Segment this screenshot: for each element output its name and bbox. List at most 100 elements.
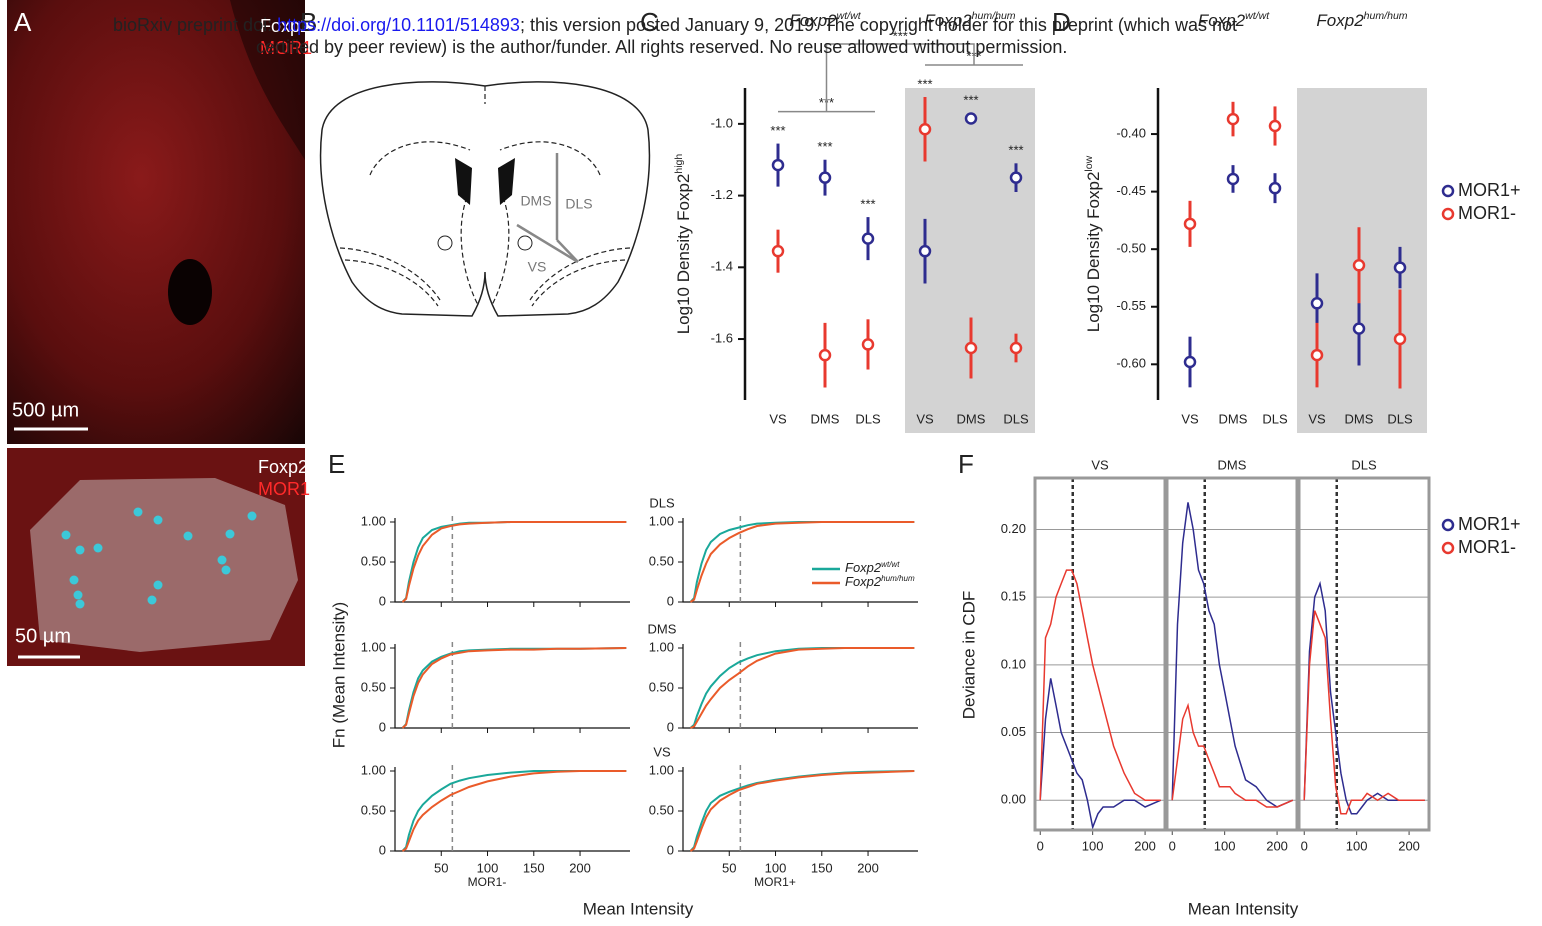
legend-label: Foxp2wt/wt xyxy=(845,560,900,576)
group-title-sup: hum/hum xyxy=(1364,10,1408,22)
deviance-line xyxy=(1039,569,1161,801)
legend-marker xyxy=(1441,518,1455,532)
cdf-line xyxy=(401,647,627,729)
micrograph-top xyxy=(7,0,305,444)
panel-label: E xyxy=(328,449,345,479)
y-tick-label: 0.50 xyxy=(361,553,386,568)
preprint-header: bioRxiv preprint doi: https://doi.org/10… xyxy=(113,15,1237,57)
y-tick-label: -1.2 xyxy=(711,187,733,202)
significance: *** xyxy=(1008,143,1023,158)
significance: *** xyxy=(917,76,932,91)
x-tick-label: 200 xyxy=(569,860,591,875)
x-tick-label: DLS xyxy=(1387,411,1413,426)
y-tick-label: -1.0 xyxy=(711,115,733,130)
y-tick-label: 0 xyxy=(379,593,386,608)
group-title-base: Foxp2 xyxy=(789,11,837,30)
y-tick-label: 0 xyxy=(379,719,386,734)
x-tick-label: DLS xyxy=(855,411,881,426)
facet-title: DMS xyxy=(1218,457,1247,472)
ventricle xyxy=(455,158,515,205)
facet-frame xyxy=(1165,476,1299,832)
significance: *** xyxy=(860,197,875,212)
data-point xyxy=(1268,119,1282,133)
y-axis-label: Deviance in CDF xyxy=(959,591,978,720)
x-tick-label: 50 xyxy=(722,860,736,875)
y-tick-label: 0.50 xyxy=(361,679,386,694)
group-title-base: Foxp2 xyxy=(1316,11,1364,30)
x-tick-label: 200 xyxy=(1266,838,1288,853)
group-title-sup: wt/wt xyxy=(1245,10,1270,22)
region-label: DMS xyxy=(520,193,551,209)
scale-label: 50 µm xyxy=(15,625,71,647)
panel-label: F xyxy=(958,449,974,479)
x-tick-label: 200 xyxy=(1398,838,1420,853)
y-tick-label: 0.50 xyxy=(649,802,674,817)
cdf-line xyxy=(401,770,627,852)
group-title: Foxp2hum/hum xyxy=(1316,10,1407,31)
x-tick-label: DMS xyxy=(1219,411,1248,426)
data-point xyxy=(964,112,978,125)
x-tick-label: 100 xyxy=(1346,838,1368,853)
facet-title: DLS xyxy=(1351,457,1377,472)
y-tick-label: 0.00 xyxy=(1001,792,1026,807)
axes xyxy=(394,644,630,729)
facet-frame xyxy=(1297,476,1431,832)
facet-title: VS xyxy=(1091,457,1109,472)
axes xyxy=(682,644,918,729)
x-tick-label: VS xyxy=(1308,411,1326,426)
y-tick-label: 1.00 xyxy=(649,639,674,654)
significance: *** xyxy=(893,28,908,43)
header-prefix: bioRxiv preprint doi: xyxy=(113,15,277,35)
deviance-line xyxy=(1303,610,1425,815)
header-link[interactable]: https://doi.org/10.1101/514893 xyxy=(277,15,520,35)
significance-bracket xyxy=(825,43,975,112)
data-point xyxy=(1393,261,1407,274)
facet-frame xyxy=(1033,476,1167,832)
x-tick-label: DLS xyxy=(1003,411,1029,426)
y-tick-label: -0.45 xyxy=(1116,183,1146,198)
x-tick-label: DMS xyxy=(957,411,986,426)
x-tick-label: 0 xyxy=(1037,838,1044,853)
cdf-line xyxy=(401,521,627,603)
x-tick-label: 200 xyxy=(1134,838,1156,853)
deviance-line xyxy=(1171,502,1294,808)
y-tick-label: 0 xyxy=(667,719,674,734)
cdf-line xyxy=(689,647,915,729)
data-point xyxy=(771,244,785,258)
group-title-sup: hum/hum xyxy=(972,10,1016,22)
x-tick-label: 0 xyxy=(1169,838,1176,853)
y-tick-label: 1.00 xyxy=(649,513,674,528)
tissue-edge xyxy=(230,0,305,160)
group-title: Foxp2hum/hum xyxy=(924,10,1015,31)
data-point xyxy=(1226,112,1240,126)
anterior-commissure xyxy=(437,235,453,251)
data-point xyxy=(1226,172,1240,186)
y-tick-label: -1.4 xyxy=(711,259,733,274)
roi-outline xyxy=(30,478,298,652)
legend-label-base: Foxp2 xyxy=(845,574,882,589)
data-point xyxy=(771,158,785,172)
micrograph-bottom xyxy=(7,448,305,666)
brain-structures xyxy=(339,86,631,307)
y-tick-label: 1.00 xyxy=(361,513,386,528)
stain-label: Foxp2 xyxy=(260,16,310,36)
x-tick-label: 150 xyxy=(811,860,833,875)
axes xyxy=(682,767,918,852)
y-tick-label: 0.05 xyxy=(1001,724,1026,739)
y-tick-label: 1.00 xyxy=(361,762,386,777)
legend-marker xyxy=(1441,184,1455,198)
data-point xyxy=(861,338,875,351)
group-title-sup: wt/wt xyxy=(837,10,862,22)
data-point xyxy=(1183,355,1197,369)
y-tick-label: -0.50 xyxy=(1116,241,1146,256)
cell-markers xyxy=(61,507,257,609)
brain-outline xyxy=(319,81,651,317)
y-axis-label: Log10 Density Foxp2low xyxy=(1083,155,1104,332)
significance: *** xyxy=(963,93,978,108)
ventricle xyxy=(168,259,212,325)
data-point xyxy=(818,348,832,362)
data-point xyxy=(861,232,875,245)
stain-label: MOR1 xyxy=(258,479,310,499)
deviance-line xyxy=(1171,702,1294,808)
column-label: MOR1+ xyxy=(754,875,796,889)
